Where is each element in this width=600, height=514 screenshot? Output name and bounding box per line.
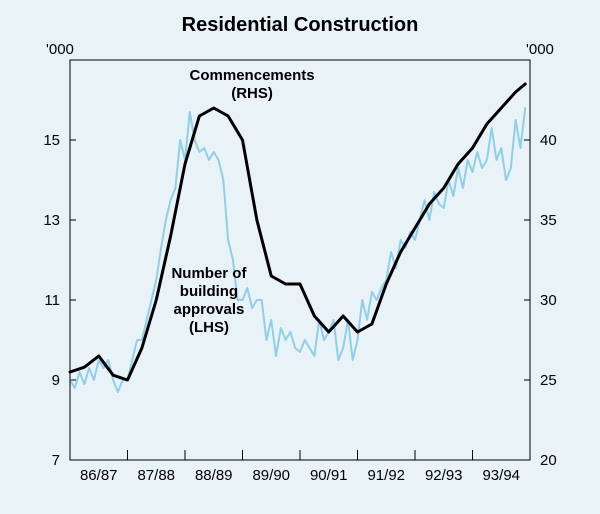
y-left-tick-label: 9 <box>52 372 60 389</box>
y-right-unit-label: '000 <box>526 41 554 58</box>
x-tick-label: 89/90 <box>252 467 290 484</box>
residential-construction-chart: Residential Construction 7 9 11 13 15 20 25 30 3… <box>0 0 600 514</box>
x-tick-label: 86/87 <box>80 467 118 484</box>
x-tick-label: 90/91 <box>310 467 348 484</box>
x-tick-label: 93/94 <box>482 467 520 484</box>
approvals-annotation: building <box>180 283 238 300</box>
x-tick-label: 92/93 <box>425 467 463 484</box>
y-left-unit-label: '000 <box>46 41 74 58</box>
approvals-annotation: Number of <box>171 265 247 282</box>
chart-svg: 7 9 11 13 15 20 25 30 35 40 86/87 87/88 88/89 89/90 90… <box>0 0 600 514</box>
y-left-tick-label: 13 <box>43 212 60 229</box>
chart-title: Residential Construction <box>0 14 600 37</box>
x-tick-label: 87/88 <box>137 467 175 484</box>
y-right-tick-label: 20 <box>540 452 557 469</box>
y-right-tick-label: 25 <box>540 372 557 389</box>
commencements-annotation: Commencements <box>190 67 315 84</box>
y-left-tick-label: 11 <box>44 292 60 309</box>
y-left-tick-label: 15 <box>43 132 60 149</box>
x-tick-label: 88/89 <box>195 467 233 484</box>
y-left-tick-label: 7 <box>52 452 60 469</box>
x-tick-label: 91/92 <box>367 467 405 484</box>
commencements-annotation: (RHS) <box>231 85 273 102</box>
y-right-tick-label: 40 <box>540 132 557 149</box>
y-right-tick-label: 35 <box>540 212 557 229</box>
y-right-tick-label: 30 <box>540 292 557 309</box>
approvals-annotation: approvals <box>174 301 245 318</box>
approvals-annotation: (LHS) <box>189 319 229 336</box>
